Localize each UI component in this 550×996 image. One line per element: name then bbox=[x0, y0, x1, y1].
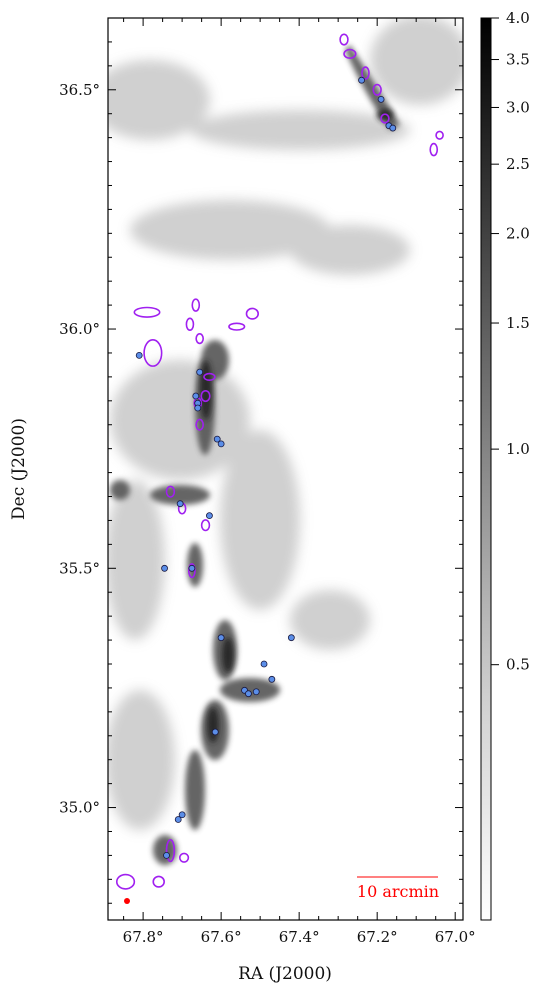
source-point bbox=[377, 95, 385, 103]
source-ellipse bbox=[143, 339, 163, 367]
colorbar-tick-label: 3.5 bbox=[506, 51, 530, 69]
source-ellipse bbox=[191, 298, 201, 312]
x-tick-label: 67.6° bbox=[201, 928, 242, 946]
source-ellipse bbox=[152, 875, 165, 888]
overlay-markers bbox=[115, 33, 444, 890]
source-point bbox=[135, 351, 143, 359]
source-point bbox=[196, 368, 204, 376]
colorbar-tick-label: 4.0 bbox=[506, 9, 530, 27]
x-tick-label: 67.8° bbox=[123, 928, 164, 946]
source-point bbox=[217, 634, 225, 642]
source-ellipse bbox=[228, 322, 246, 331]
colorbar-tick-label: 0.5 bbox=[506, 656, 530, 674]
colorbar-tick-label: 1.5 bbox=[506, 314, 530, 332]
source-point bbox=[178, 811, 186, 819]
source-ellipse bbox=[200, 389, 211, 403]
x-tick-label: 67.4° bbox=[279, 928, 320, 946]
x-tick-label: 67.2° bbox=[357, 928, 398, 946]
source-ellipse bbox=[195, 418, 204, 431]
source-ellipse bbox=[187, 563, 196, 579]
source-point bbox=[174, 816, 182, 823]
source-ellipse bbox=[178, 852, 190, 863]
colorbar-tick-label: 1.0 bbox=[506, 440, 530, 458]
source-ellipse bbox=[380, 113, 390, 124]
source-ellipse bbox=[185, 317, 195, 332]
axes: 67.8° 67.6° 67.4° 67.2° 67.0° 35.0° 35.5° 36.0°… bbox=[59, 18, 476, 946]
y-tick-label: 35.5° bbox=[59, 559, 100, 577]
source-ellipse bbox=[165, 485, 176, 498]
colorbar-tick-label: 2.0 bbox=[506, 225, 530, 243]
source-point bbox=[213, 435, 221, 443]
source-point bbox=[188, 564, 196, 572]
source-point bbox=[358, 76, 365, 84]
y-tick-label: 36.0° bbox=[59, 320, 100, 338]
source-ellipse bbox=[361, 66, 370, 80]
beam-marker bbox=[124, 898, 130, 904]
source-point bbox=[161, 564, 168, 572]
y-tick-label: 35.0° bbox=[59, 799, 100, 817]
source-point bbox=[268, 675, 276, 683]
source-point bbox=[176, 500, 184, 508]
source-point bbox=[217, 440, 225, 448]
source-point bbox=[287, 634, 295, 642]
source-point bbox=[245, 690, 252, 698]
source-ellipse bbox=[245, 307, 259, 320]
plot-frame bbox=[107, 17, 464, 921]
colorbar-tick-label: 2.5 bbox=[506, 155, 530, 173]
source-point bbox=[163, 852, 170, 859]
colorbar-tick-label: 3.0 bbox=[506, 98, 530, 116]
y-axis-label: Dec (J2000) bbox=[9, 418, 29, 520]
source-ellipse bbox=[203, 372, 216, 382]
column-density-map bbox=[108, 18, 463, 865]
source-point bbox=[194, 404, 202, 412]
source-ellipse bbox=[165, 839, 176, 863]
source-ellipse bbox=[435, 130, 444, 140]
source-point bbox=[211, 728, 219, 736]
source-point bbox=[206, 512, 213, 520]
source-ellipse bbox=[195, 333, 204, 345]
colorbar bbox=[480, 17, 492, 921]
source-point bbox=[192, 392, 200, 400]
source-ellipse bbox=[429, 142, 439, 157]
source-ellipse bbox=[133, 306, 161, 318]
x-tick-label: 67.0° bbox=[435, 928, 476, 946]
source-point bbox=[252, 688, 260, 696]
colorbar-ticks: 4.0 3.5 3.0 2.5 2.0 1.5 1.0 0.5 bbox=[491, 9, 530, 674]
source-point bbox=[389, 124, 397, 132]
source-ellipse bbox=[372, 83, 382, 96]
x-axis-label: RA (J2000) bbox=[238, 964, 332, 984]
source-ellipse bbox=[200, 519, 211, 532]
y-tick-label: 36.5° bbox=[59, 81, 100, 99]
source-ellipse bbox=[115, 873, 136, 890]
source-point bbox=[260, 660, 268, 668]
source-ellipse bbox=[343, 48, 357, 59]
scale-bar-label: 10 arcmin bbox=[357, 882, 439, 901]
source-ellipse bbox=[339, 33, 349, 46]
